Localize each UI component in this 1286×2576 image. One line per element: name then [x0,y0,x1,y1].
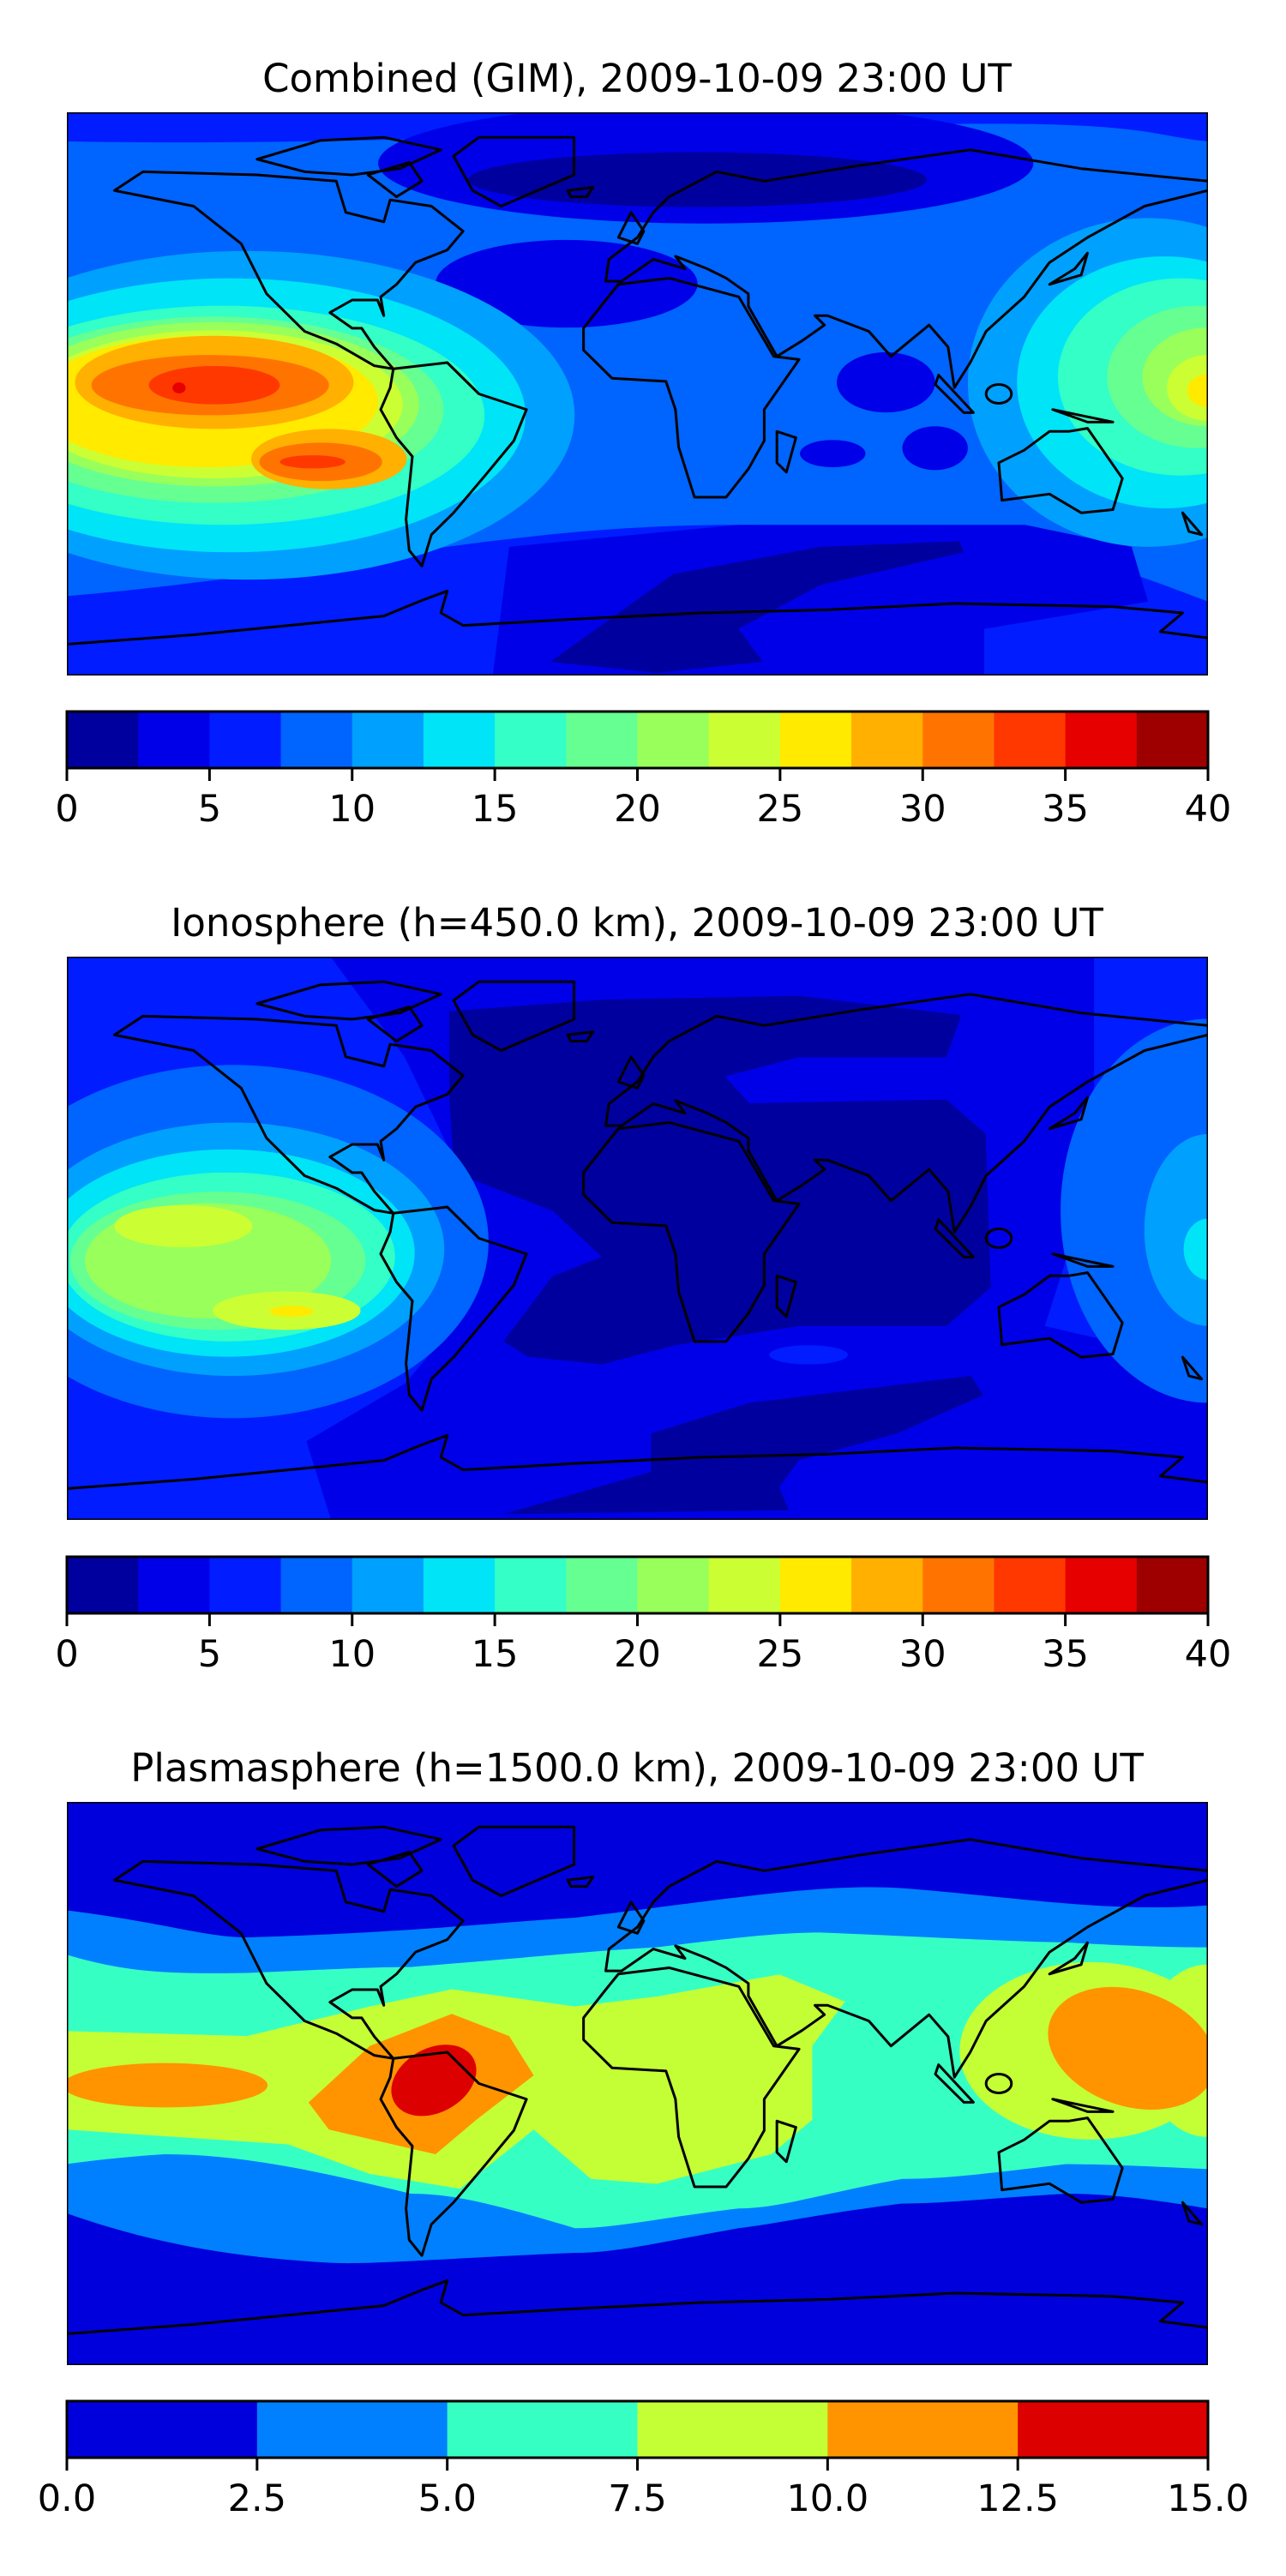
colorbar-segment [138,712,210,768]
panel-title: Combined (GIM), 2009-10-09 23:00 UT [262,56,1012,101]
colorbar-segment [994,712,1067,768]
panel-title: Plasmasphere (h=1500.0 km), 2009-10-09 2… [130,1745,1144,1791]
colorbar-segment [779,712,852,768]
colorbar-segment [708,712,781,768]
colorbar-tick-label: 5 [198,788,221,831]
colorbar-tick-label: 10 [328,1633,376,1676]
contour-fill [67,1802,1208,2365]
colorbar-segment [423,1557,496,1613]
panel-ionosphere: Ionosphere (h=450.0 km), 2009-10-09 23:0… [55,900,1232,1676]
colorbar-tick-label: 0.0 [38,2477,96,2520]
colorbar-tick-label: 5 [198,1633,221,1676]
colorbar-ionosphere: 0 5 10 15 20 25 30 35 40 [55,1555,1232,1676]
panel-combined: Combined (GIM), 2009-10-09 23:00 UT [55,56,1232,831]
colorbar-segment [67,712,139,768]
colorbar-segment [637,712,710,768]
colorbar-tick-label: 0 [55,1633,78,1676]
colorbar-segment [1018,2401,1209,2458]
contour-fill [67,957,1208,1520]
colorbar-segment [67,1557,139,1613]
colorbar-segment [67,2401,258,2458]
map-plasmasphere [67,1802,1208,2365]
colorbar-segment [447,2401,638,2458]
panel-plasmasphere: Plasmasphere (h=1500.0 km), 2009-10-09 2… [38,1745,1249,2520]
colorbar-segment [209,712,282,768]
colorbar-segment [779,1557,852,1613]
colorbar-tick-label: 5.0 [418,2477,476,2520]
contour-fill [67,112,1208,676]
colorbar-tick-label: 10.0 [786,2477,868,2520]
colorbar-tick-label: 2.5 [228,2477,286,2520]
colorbar-segment [1065,1557,1138,1613]
colorbar-tick-label: 10 [328,788,376,831]
panel-title: Ionosphere (h=450.0 km), 2009-10-09 23:0… [171,900,1103,946]
colorbar-segment [851,712,923,768]
colorbar-segment [280,1557,353,1613]
colorbar-plasmasphere: 0.0 2.5 5.0 7.5 10.0 12.5 15.0 [38,2399,1249,2520]
map-ionosphere [67,957,1208,1520]
colorbar-tick-label: 25 [757,788,804,831]
colorbar-tick-label: 30 [899,788,946,831]
colorbar-segment [209,1557,282,1613]
colorbar-tick-label: 35 [1042,788,1089,831]
colorbar-tick-label: 0 [55,788,78,831]
colorbar-tick-label: 35 [1042,1633,1089,1676]
colorbar-tick-label: 20 [614,1633,661,1676]
colorbar-segment [637,1557,710,1613]
colorbar-segment [994,1557,1067,1613]
colorbar-segment [352,1557,424,1613]
colorbar-segment [138,1557,210,1613]
colorbar-segment [495,1557,567,1613]
colorbar-segment [1136,712,1209,768]
colorbar-segment [851,1557,923,1613]
colorbar-tick-label: 7.5 [608,2477,666,2520]
colorbar-tick-label: 40 [1185,1633,1232,1676]
colorbar-segment [1136,1557,1209,1613]
colorbar-segment [637,2401,828,2458]
colorbar-combined: 0 5 10 15 20 25 30 35 40 [55,710,1232,831]
colorbar-tick-label: 20 [614,788,661,831]
colorbar-tick-label: 15 [472,1633,519,1676]
colorbar-segment [708,1557,781,1613]
colorbar-tick-label: 25 [757,1633,804,1676]
colorbar-tick-label: 15.0 [1167,2477,1249,2520]
colorbar-segment [352,712,424,768]
colorbar-segment [922,1557,995,1613]
colorbar-segment [566,712,638,768]
colorbar-segment [256,2401,448,2458]
colorbar-segment [495,712,567,768]
map-combined [67,112,1208,676]
colorbar-segment [280,712,353,768]
colorbar-segment [922,712,995,768]
colorbar-segment [566,1557,638,1613]
colorbar-tick-label: 30 [899,1633,946,1676]
colorbar-segment [423,712,496,768]
colorbar-segment [1065,712,1138,768]
colorbar-segment [827,2401,1019,2458]
colorbar-tick-label: 12.5 [977,2477,1059,2520]
colorbar-tick-label: 15 [472,788,519,831]
colorbar-tick-label: 40 [1185,788,1232,831]
